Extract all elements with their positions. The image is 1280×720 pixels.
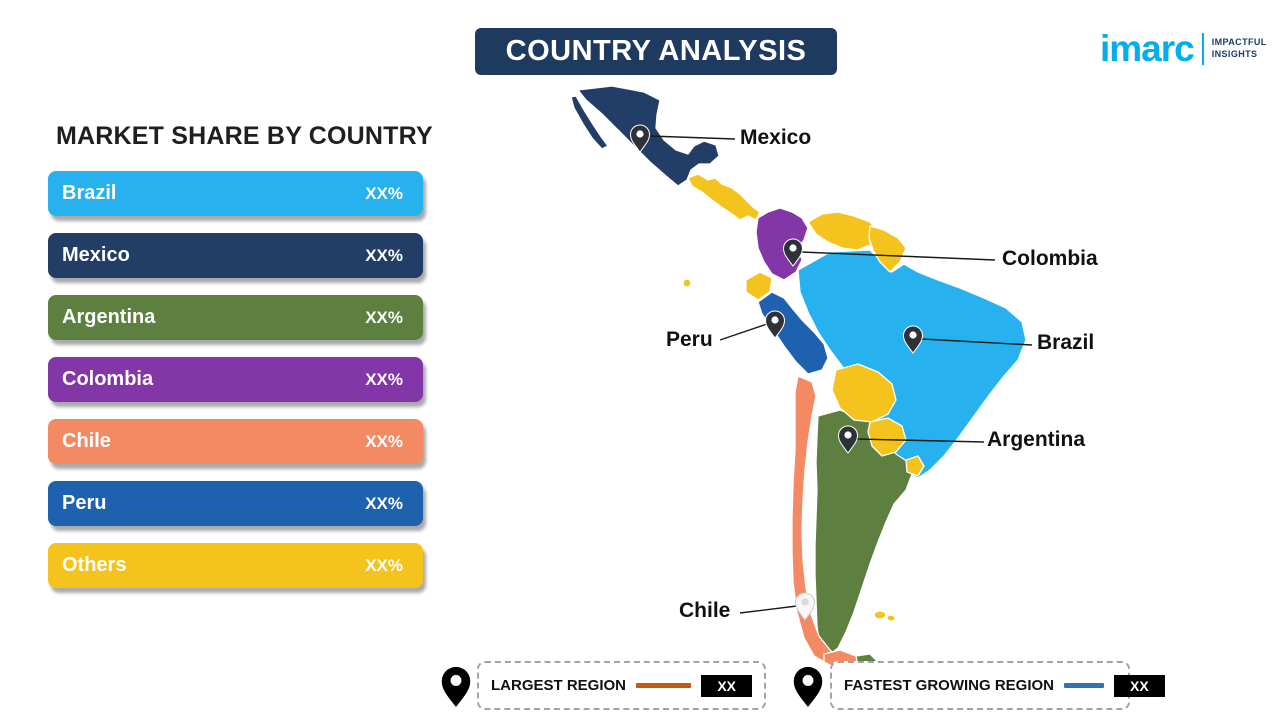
bar-value: XX% bbox=[365, 307, 403, 327]
bar-others: Others XX% bbox=[48, 543, 423, 588]
fastest-growing-region-pin-icon bbox=[793, 666, 823, 707]
mexico-connector-line bbox=[648, 135, 736, 140]
bar-value: XX% bbox=[365, 431, 403, 451]
imarc-logo: imarc IMPACTFUL INSIGHTS bbox=[1100, 30, 1267, 67]
brazil-pin-icon bbox=[902, 325, 924, 354]
map-country-paraguay bbox=[867, 417, 907, 457]
map-island-galapagos bbox=[682, 278, 692, 288]
mexico-pin-icon bbox=[629, 124, 651, 153]
label-connector-lines bbox=[648, 135, 1033, 614]
fastest-growing-region-label: FASTEST GROWING REGION bbox=[844, 677, 1055, 694]
mexico-map-label: Mexico bbox=[740, 126, 812, 149]
bar-colombia: Colombia XX% bbox=[48, 357, 423, 402]
fastest-growing-region-value: XX bbox=[1114, 674, 1165, 697]
logo-divider bbox=[1201, 32, 1204, 65]
bar-label: Mexico bbox=[62, 244, 130, 266]
brazil-connector-line bbox=[921, 338, 1033, 346]
bar-value: XX% bbox=[365, 183, 403, 203]
bar-label: Argentina bbox=[62, 306, 156, 328]
map-region-baja-california bbox=[570, 95, 609, 150]
map-country-uruguay bbox=[905, 455, 925, 477]
colombia-connector-line bbox=[800, 251, 996, 261]
bar-value: XX% bbox=[365, 245, 403, 265]
chile-pin-icon bbox=[794, 592, 816, 621]
logo-tagline-line2: INSIGHTS bbox=[1211, 48, 1258, 59]
argentina-pin-icon bbox=[837, 425, 859, 454]
colombia-map-label: Colombia bbox=[1002, 247, 1098, 270]
imarc-logo-text: imarc bbox=[1100, 28, 1195, 69]
map-island-falklands-east bbox=[886, 614, 896, 622]
map-region-guyanas bbox=[868, 225, 907, 273]
fastest-growing-region-legend: FASTEST GROWING REGION XX bbox=[830, 661, 1165, 710]
map-island-falklands bbox=[873, 610, 887, 620]
bar-argentina: Argentina XX% bbox=[48, 295, 423, 340]
map-country-bolivia bbox=[831, 363, 897, 423]
bar-label: Chile bbox=[62, 430, 111, 452]
bar-value: XX% bbox=[365, 555, 403, 575]
bar-label: Brazil bbox=[62, 182, 117, 204]
latin-america-map bbox=[540, 70, 1060, 671]
chile-map-label: Chile bbox=[679, 599, 731, 622]
map-country-argentina bbox=[814, 409, 913, 657]
largest-region-bar bbox=[636, 683, 692, 688]
bar-value: XX% bbox=[365, 493, 403, 513]
bar-chile: Chile XX% bbox=[48, 419, 423, 464]
market-share-bar-list: Brazil XX% Mexico XX% Argentina XX% Colo… bbox=[48, 171, 423, 588]
map-country-ecuador bbox=[745, 271, 773, 301]
market-share-heading: MARKET SHARE BY COUNTRY bbox=[56, 122, 433, 150]
largest-region-legend: LARGEST REGION XX bbox=[477, 661, 766, 710]
bar-mexico: Mexico XX% bbox=[48, 233, 423, 278]
peru-pin-icon bbox=[764, 310, 786, 339]
chile-connector-line bbox=[739, 605, 798, 614]
colombia-pin-icon bbox=[782, 238, 804, 267]
logo-tagline-line1: IMPACTFUL bbox=[1211, 37, 1267, 48]
peru-connector-line bbox=[719, 323, 768, 341]
peru-map-label: Peru bbox=[666, 328, 713, 351]
argentina-connector-line bbox=[856, 438, 985, 443]
map-country-venezuela bbox=[807, 211, 879, 251]
largest-region-label: LARGEST REGION bbox=[491, 677, 627, 694]
brazil-map-label: Brazil bbox=[1037, 331, 1095, 354]
bar-peru: Peru XX% bbox=[48, 481, 423, 526]
bar-label: Colombia bbox=[62, 368, 154, 390]
argentina-map-label: Argentina bbox=[987, 428, 1086, 451]
bar-label: Others bbox=[62, 554, 127, 576]
largest-region-value: XX bbox=[701, 674, 752, 697]
map-pins bbox=[629, 124, 924, 621]
bar-brazil: Brazil XX% bbox=[48, 171, 423, 216]
page-title: COUNTRY ANALYSIS bbox=[475, 28, 837, 75]
map-region-central-america bbox=[687, 173, 761, 221]
bar-label: Peru bbox=[62, 492, 107, 514]
latin-america-map-svg bbox=[570, 85, 1033, 671]
bar-value: XX% bbox=[365, 369, 403, 389]
largest-region-pin-icon bbox=[441, 666, 471, 707]
fastest-growing-region-bar bbox=[1064, 683, 1105, 688]
